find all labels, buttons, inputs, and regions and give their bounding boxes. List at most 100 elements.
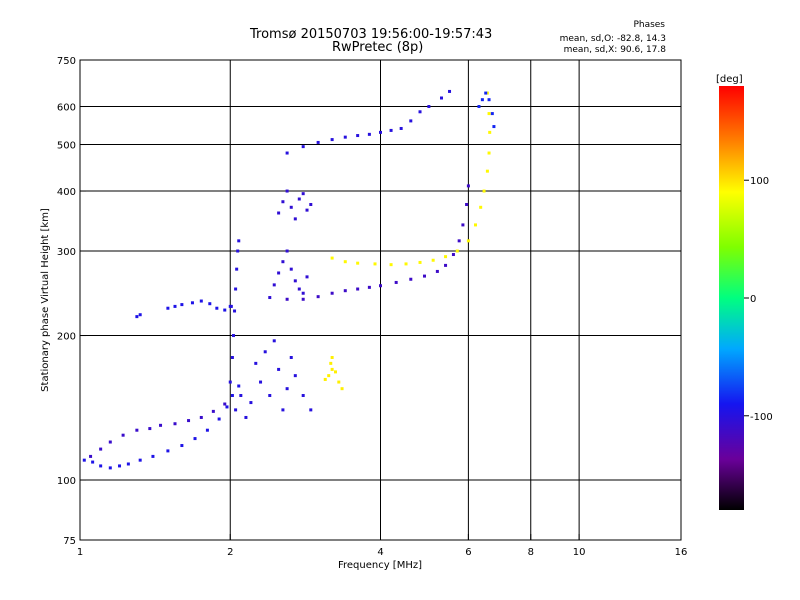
data-point	[409, 277, 413, 281]
chart-title: Tromsø 20150703 19:56:00-19:57:43	[250, 27, 493, 42]
data-point	[487, 98, 491, 102]
data-point	[237, 239, 241, 243]
y-tick-label: 200	[57, 332, 76, 343]
data-point	[431, 258, 435, 262]
data-point	[367, 132, 371, 136]
data-point	[239, 394, 243, 398]
data-point	[333, 370, 337, 374]
data-point	[343, 135, 347, 139]
data-point	[281, 260, 285, 264]
data-point	[281, 408, 285, 412]
data-point	[409, 119, 413, 123]
data-point	[159, 423, 163, 427]
data-point	[234, 287, 238, 291]
data-point	[465, 202, 469, 206]
data-point	[180, 303, 184, 307]
data-point	[293, 217, 297, 221]
data-point	[230, 355, 234, 359]
data-point	[367, 285, 371, 289]
data-point	[356, 287, 360, 291]
data-point	[234, 408, 238, 412]
chart-subtitle: RwPretec (8p)	[332, 40, 424, 55]
data-point	[330, 138, 334, 142]
data-point	[254, 361, 258, 365]
data-point	[301, 145, 305, 149]
data-point	[343, 260, 347, 264]
data-point	[356, 134, 360, 138]
data-point	[89, 454, 93, 458]
data-point	[223, 402, 227, 406]
data-point	[237, 384, 241, 388]
data-point	[435, 269, 439, 273]
data-point	[249, 401, 253, 405]
data-point	[327, 374, 331, 378]
data-point	[272, 339, 276, 343]
data-point	[448, 89, 452, 93]
data-point	[205, 428, 209, 432]
data-point	[217, 417, 221, 421]
data-point	[343, 289, 347, 293]
data-point	[309, 408, 313, 412]
data-point	[404, 262, 408, 266]
data-point	[379, 284, 382, 288]
data-point	[487, 151, 491, 155]
data-point	[289, 267, 293, 271]
data-point	[135, 315, 139, 319]
colorbar	[719, 86, 744, 510]
data-point	[126, 462, 130, 466]
data-points	[82, 89, 496, 470]
data-point	[473, 223, 477, 227]
grid-lines	[80, 60, 681, 540]
x-tick-label: 1	[77, 547, 83, 558]
data-point	[427, 105, 431, 109]
data-point	[373, 262, 377, 266]
data-point	[99, 447, 103, 451]
data-point	[316, 295, 320, 299]
data-point	[208, 302, 212, 306]
colorbar-tick-label: 100	[750, 176, 769, 187]
data-point	[166, 449, 170, 453]
data-point	[389, 128, 393, 132]
data-point	[225, 405, 229, 409]
data-point	[301, 291, 305, 295]
data-point	[337, 380, 341, 384]
data-point	[490, 112, 494, 116]
y-tick-label: 600	[57, 103, 76, 114]
data-point	[457, 239, 461, 243]
data-point	[180, 444, 184, 448]
data-point	[323, 377, 327, 381]
colorbar-ticks: 100 0 -100	[744, 176, 773, 423]
data-point	[135, 428, 139, 432]
data-point	[121, 433, 125, 437]
data-point	[293, 374, 297, 378]
data-point	[444, 263, 448, 267]
data-point	[289, 205, 293, 209]
data-point	[272, 283, 276, 287]
data-point	[285, 249, 289, 253]
x-axis-label: Frequency [MHz]	[338, 560, 422, 571]
data-point	[418, 110, 422, 114]
y-tick-label: 100	[57, 476, 76, 487]
y-tick-label: 400	[57, 187, 76, 198]
data-point	[233, 309, 237, 313]
data-point	[480, 98, 484, 102]
data-point	[422, 274, 426, 278]
data-point	[99, 464, 103, 468]
data-point	[316, 140, 320, 144]
data-point	[285, 151, 289, 155]
x-tick-label: 10	[573, 547, 586, 558]
data-point	[485, 169, 489, 173]
data-point	[82, 458, 86, 462]
data-point	[223, 308, 227, 312]
data-point	[277, 367, 281, 371]
data-point	[297, 197, 301, 201]
data-point	[228, 380, 232, 384]
data-point	[193, 437, 197, 441]
data-point	[451, 253, 455, 257]
data-point	[293, 279, 297, 283]
data-point	[190, 301, 194, 305]
data-point	[173, 304, 177, 308]
x-tick-label: 2	[227, 547, 233, 558]
data-point	[330, 355, 334, 359]
